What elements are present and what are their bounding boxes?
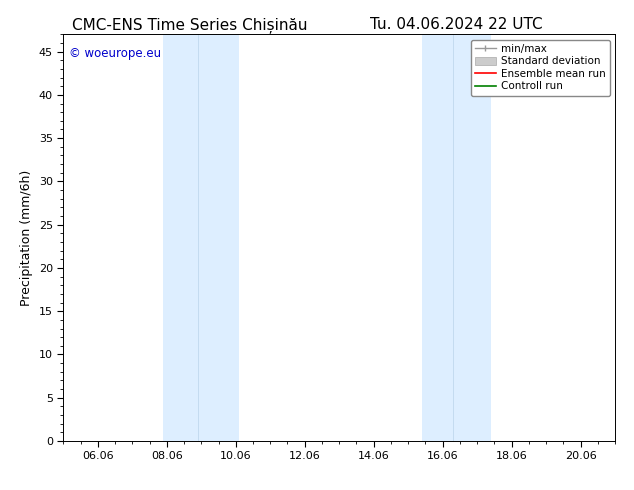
Text: CMC-ENS Time Series Chișinău: CMC-ENS Time Series Chișinău — [72, 17, 308, 33]
Bar — [453, 34, 491, 441]
Legend: min/max, Standard deviation, Ensemble mean run, Controll run: min/max, Standard deviation, Ensemble me… — [470, 40, 610, 96]
Text: Tu. 04.06.2024 22 UTC: Tu. 04.06.2024 22 UTC — [370, 17, 543, 32]
Bar — [422, 34, 453, 441]
Bar — [198, 34, 239, 441]
Bar — [164, 34, 198, 441]
Y-axis label: Precipitation (mm/6h): Precipitation (mm/6h) — [20, 170, 34, 306]
Text: © woeurope.eu: © woeurope.eu — [69, 47, 161, 59]
